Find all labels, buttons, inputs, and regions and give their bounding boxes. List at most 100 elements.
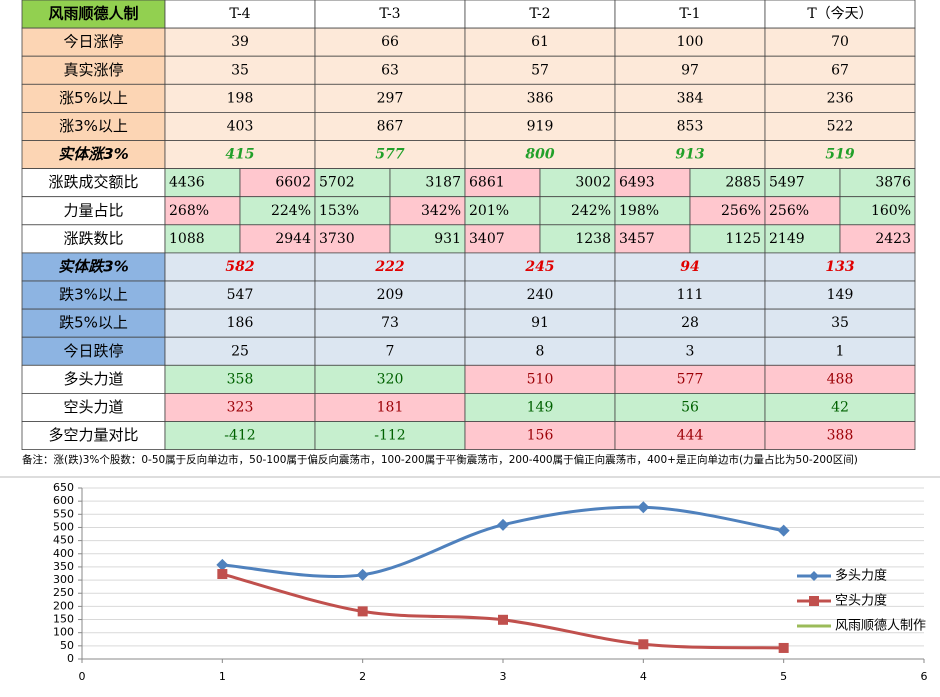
cell [614,280,766,310]
cell-value: 2944 [275,231,311,247]
note: 备注：涨(跌)3%个股数：0-50属于反向单边市，50-100属于偏反向震荡市，… [22,453,858,466]
cell-value: 384 [677,90,704,106]
cell [21,27,166,57]
row-label: 跌5%以上 [59,314,128,332]
cell [764,224,841,254]
cell-value: 3457 [619,231,655,247]
marker [638,639,649,650]
row-label: 涨3%以上 [59,117,128,135]
cell-value: 931 [434,231,461,247]
cell-value: 186 [227,315,254,331]
y-tick-label: 450 [53,534,74,547]
cell-value: 522 [827,118,854,134]
x-tick-label: 5 [780,670,787,683]
column-header: T-2 [529,6,550,22]
cell [614,196,691,226]
y-tick-label: 250 [53,586,74,599]
cell [764,27,916,57]
marker [497,518,509,531]
cell [764,196,841,226]
cell-value: 1088 [169,231,205,247]
cell [614,336,766,366]
cell [839,224,916,254]
row-label: 涨跌成交额比 [48,173,138,191]
column-header: T-4 [229,6,250,22]
cell [21,55,166,85]
cell-value: 5702 [319,175,355,191]
cell-value: 1 [836,343,845,359]
cell-value: 153% [319,203,359,219]
cell-value: 297 [377,90,404,106]
cell-value: 403 [227,118,254,134]
cell-value: 42 [831,399,849,415]
cell-value: 6493 [619,175,655,191]
x-tick-label: 3 [500,670,507,683]
cell-value: 1125 [725,231,761,247]
cell [764,55,916,85]
x-tick-label: 2 [359,670,366,683]
cell-value: 2149 [769,231,805,247]
cell-value: 35 [831,315,849,331]
cell-value: 6602 [275,175,311,191]
cell [21,308,166,338]
legend-label: 空头力度 [835,593,887,609]
row-label: 真实涨停 [63,61,123,79]
cell [239,196,316,226]
cell [614,224,691,254]
cell [314,140,466,170]
y-tick-label: 100 [53,626,74,639]
cell-value: 4436 [169,175,205,191]
cell-value: 61 [531,34,549,50]
cell-value: 320 [377,371,404,387]
cell [164,252,316,282]
cell-value: 2423 [875,231,911,247]
cell-value: 547 [227,287,254,303]
cell-value: -412 [224,428,255,444]
cell [21,0,166,29]
cell-value: 39 [231,34,249,50]
row-label: 多头力道 [63,370,123,388]
x-tick-label: 6 [921,670,928,683]
cell-value: 3730 [319,231,355,247]
cell-value: 25 [231,343,249,359]
cell [164,224,241,254]
cell [21,364,166,394]
row-label: 多空力量对比 [48,426,138,444]
cell-value: 358 [227,371,254,387]
y-tick-label: 600 [53,494,74,507]
legend-marker [809,571,819,581]
cell-value: 3187 [425,175,461,191]
cell [614,27,766,57]
cell-value: 386 [527,90,554,106]
cell [314,364,466,394]
row-label: 今日涨停 [63,33,123,51]
cell-value: 133 [825,259,854,275]
cell-value: 97 [681,62,699,78]
legend-label: 多头力度 [835,568,887,584]
cell-value: 7 [386,343,395,359]
cell [764,112,916,141]
cell [314,392,466,422]
cell-value: 73 [381,315,399,331]
cell [164,421,316,451]
cell [464,224,541,254]
cell-value: 1238 [575,231,611,247]
cell-value: 2885 [725,175,761,191]
cell [314,0,466,29]
y-tick-label: 150 [53,613,74,626]
y-tick-label: 300 [53,573,74,586]
cell [314,83,466,113]
cell-value: 198% [619,203,659,219]
column-header: T（今天） [807,6,872,22]
cell-value: 160% [871,203,911,219]
cell [764,421,916,451]
cell-value: 415 [225,147,254,163]
row-label: 实体跌3% [58,257,128,275]
row-label: 涨5%以上 [59,89,128,107]
cell [314,196,391,226]
legend-label: 风雨顺德人制作 [835,619,926,634]
row-label: 实体涨3% [58,145,128,163]
cell [464,168,541,198]
cell [21,140,166,170]
cell [764,168,841,198]
